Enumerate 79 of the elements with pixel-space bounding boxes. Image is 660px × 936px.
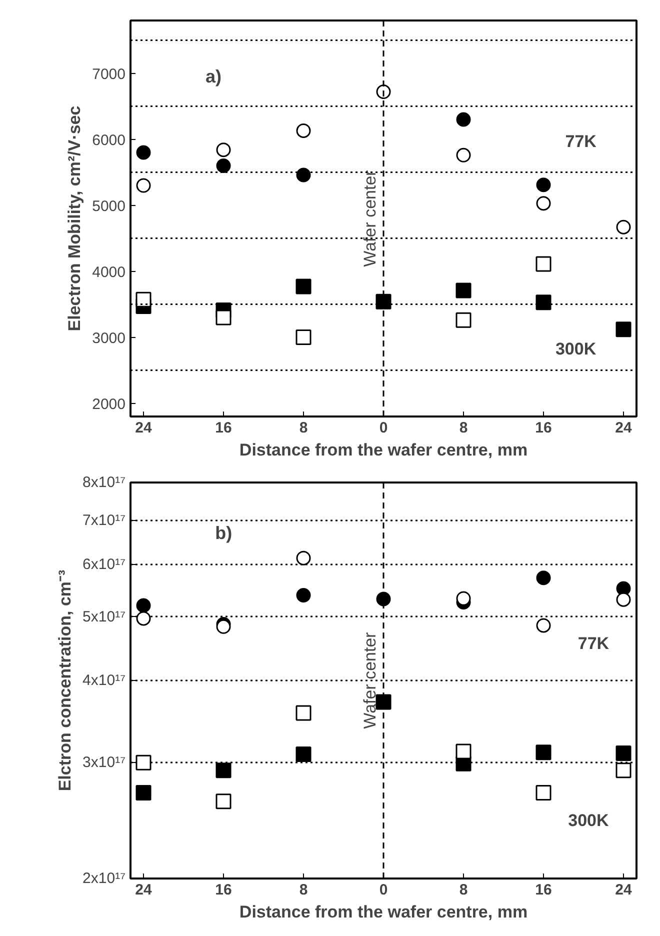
annotation: 77K xyxy=(565,132,598,151)
annotation: 300K xyxy=(555,340,597,359)
x-tick-label: 8 xyxy=(299,882,308,898)
y-tick-label: 2000 xyxy=(92,396,126,413)
point xyxy=(376,592,391,606)
x-tick-label: 24 xyxy=(135,420,152,436)
point xyxy=(136,754,152,770)
point xyxy=(376,294,392,310)
ref-line-label: Wafer center xyxy=(360,170,380,267)
x-tick-label: 16 xyxy=(535,882,552,898)
y-tick-label: 3000 xyxy=(92,330,126,347)
x-tick-label: 16 xyxy=(535,420,552,436)
point xyxy=(536,256,552,272)
y-axis-title: Elctron concentration, cm⁻³ xyxy=(56,569,75,792)
point xyxy=(296,168,311,182)
point xyxy=(136,145,151,160)
point xyxy=(456,591,471,606)
point xyxy=(136,292,152,308)
point xyxy=(216,762,232,778)
x-tick-label: 16 xyxy=(215,882,232,898)
y-tick-label: 5x10¹⁷ xyxy=(82,608,126,626)
ref-line-label: Wafer center xyxy=(360,632,380,729)
point xyxy=(216,794,232,810)
point xyxy=(216,142,231,158)
point xyxy=(536,744,552,760)
x-tick-label: 16 xyxy=(215,420,232,436)
x-axis-title: Distance from the wafer centre, mm xyxy=(239,440,528,460)
point xyxy=(216,310,232,326)
x-tick-label: 8 xyxy=(459,882,468,898)
y-tick-label: 6000 xyxy=(92,132,126,149)
x-tick-label: 0 xyxy=(379,420,388,436)
point xyxy=(136,598,151,613)
annotation: 77K xyxy=(578,634,610,654)
point xyxy=(296,588,311,603)
point xyxy=(296,705,312,721)
point xyxy=(136,785,152,801)
y-axis-title: Electron Mobility, cm²/V·sec xyxy=(65,106,84,332)
point xyxy=(536,618,551,633)
point xyxy=(456,744,472,760)
point xyxy=(616,220,631,234)
point xyxy=(456,312,472,328)
y-tick-label: 5000 xyxy=(92,198,126,215)
point xyxy=(616,322,632,338)
y-tick-label: 2x10¹⁷ xyxy=(82,870,126,887)
point xyxy=(456,148,471,162)
x-tick-label: 8 xyxy=(459,420,468,436)
point xyxy=(136,178,151,193)
point xyxy=(536,570,551,586)
x-tick-label: 8 xyxy=(299,420,308,436)
point xyxy=(296,123,311,138)
point xyxy=(536,785,552,801)
point xyxy=(376,694,392,710)
y-tick-label: 8x10¹⁷ xyxy=(82,474,126,491)
point xyxy=(296,330,312,346)
y-tick-label: 4000 xyxy=(92,264,126,281)
point xyxy=(536,196,551,211)
x-tick-label: 0 xyxy=(379,882,388,898)
point xyxy=(296,746,312,762)
y-tick-label: 7000 xyxy=(92,66,126,83)
point xyxy=(616,762,632,778)
annotation: a) xyxy=(205,66,222,87)
point xyxy=(456,112,471,127)
y-tick-label: 4x10¹⁷ xyxy=(82,672,126,689)
point xyxy=(216,158,231,173)
annotation: b) xyxy=(215,523,232,544)
y-tick-label: 3x10¹⁷ xyxy=(82,754,126,772)
annotation: 300K xyxy=(568,811,610,830)
point xyxy=(456,282,472,298)
point xyxy=(136,611,151,626)
point xyxy=(616,746,632,762)
point xyxy=(296,278,312,294)
y-tick-label: 6x10¹⁷ xyxy=(82,556,126,574)
x-tick-label: 24 xyxy=(135,882,152,898)
x-axis-title: Distance from the wafer centre, mm xyxy=(239,902,528,922)
y-tick-label: 7x10¹⁷ xyxy=(82,512,126,530)
x-tick-label: 24 xyxy=(615,882,632,898)
point xyxy=(536,178,551,192)
point xyxy=(536,294,552,310)
x-tick-label: 24 xyxy=(615,420,632,436)
